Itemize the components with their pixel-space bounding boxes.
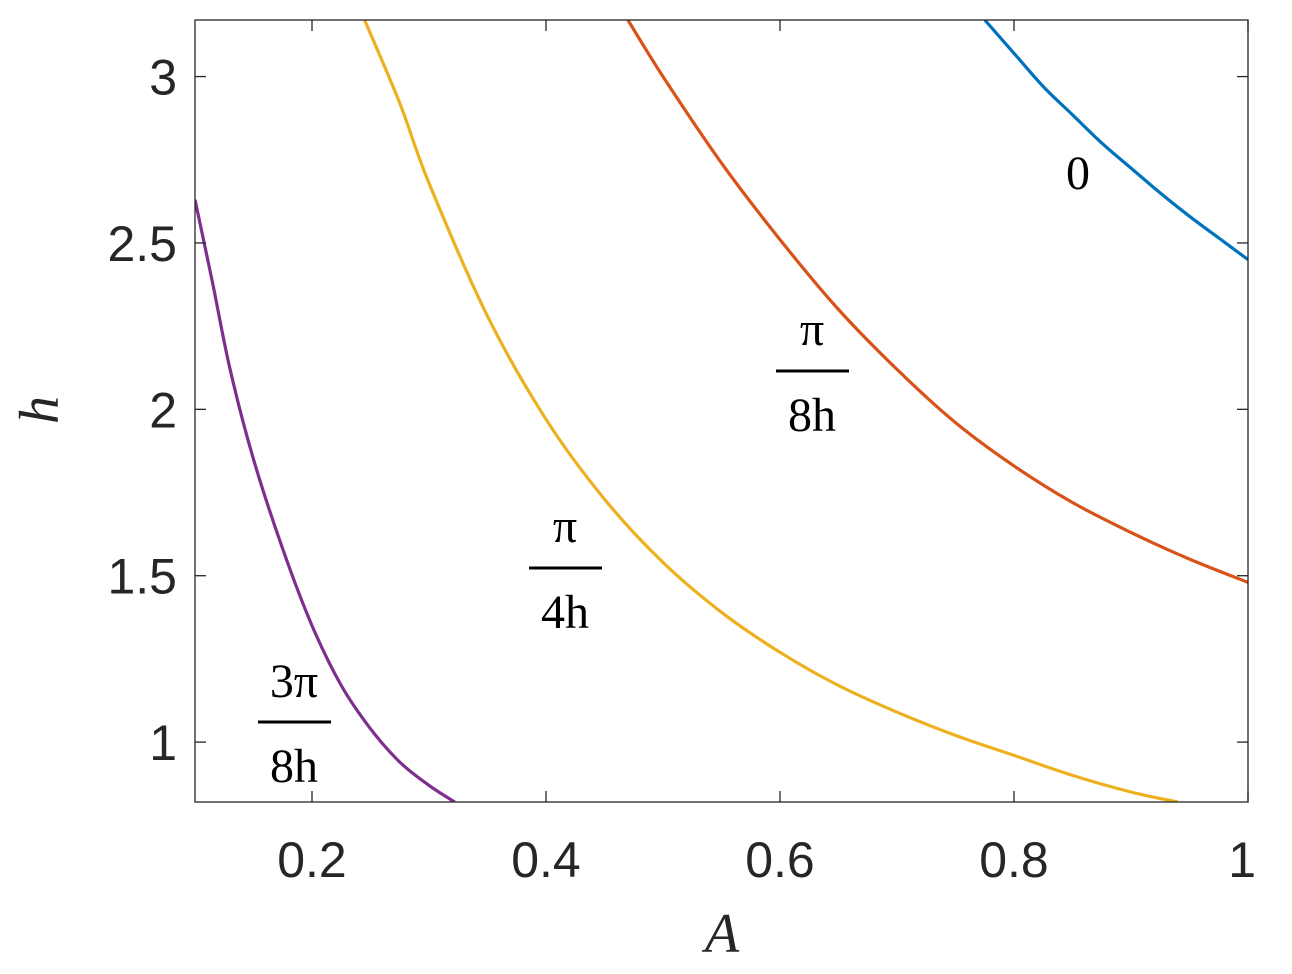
x-tick-label: 0.8	[979, 832, 1049, 888]
plot-frame	[194, 19, 1249, 803]
x-tick-label: 0.4	[511, 832, 581, 888]
label-pi-over-8h-denominator: 8h	[788, 389, 836, 442]
label-3pi-over-8h-numerator: 3π	[270, 655, 318, 708]
y-tick-label: 3	[149, 50, 177, 106]
y-tick-label: 1	[149, 715, 177, 771]
ticks-group	[195, 20, 1249, 802]
tick-labels-group: 0.2 0.4 0.6 0.8 1 1 1.5 2 2.5 3	[107, 50, 1256, 888]
x-tick-label: 0.2	[277, 832, 347, 888]
label-pi-over-8h: π 8h	[776, 303, 849, 442]
curves-group	[195, 20, 1248, 802]
curve-pi-over-8h	[626, 20, 1248, 584]
y-tick-label: 2	[149, 382, 177, 438]
x-axis-label: A	[701, 903, 740, 965]
label-zero: 0	[1066, 147, 1090, 200]
label-pi-over-4h-numerator: π	[553, 500, 577, 553]
label-pi-over-4h-denominator: 4h	[541, 586, 589, 639]
x-tick-label: 0.6	[745, 832, 815, 888]
y-axis-label: h	[9, 396, 71, 424]
label-pi-over-8h-numerator: π	[800, 303, 824, 356]
curve-pi-over-4h	[363, 20, 1179, 802]
curve-zero	[983, 20, 1248, 261]
y-tick-label: 2.5	[107, 216, 177, 272]
curve-3pi-over-8h	[195, 199, 456, 802]
x-tick-label: 1	[1228, 832, 1256, 888]
plot-area	[195, 20, 1248, 802]
label-3pi-over-8h-denominator: 8h	[270, 740, 318, 793]
label-pi-over-4h: π 4h	[529, 500, 602, 639]
label-3pi-over-8h: 3π 8h	[258, 655, 331, 793]
y-tick-label: 1.5	[107, 549, 177, 605]
